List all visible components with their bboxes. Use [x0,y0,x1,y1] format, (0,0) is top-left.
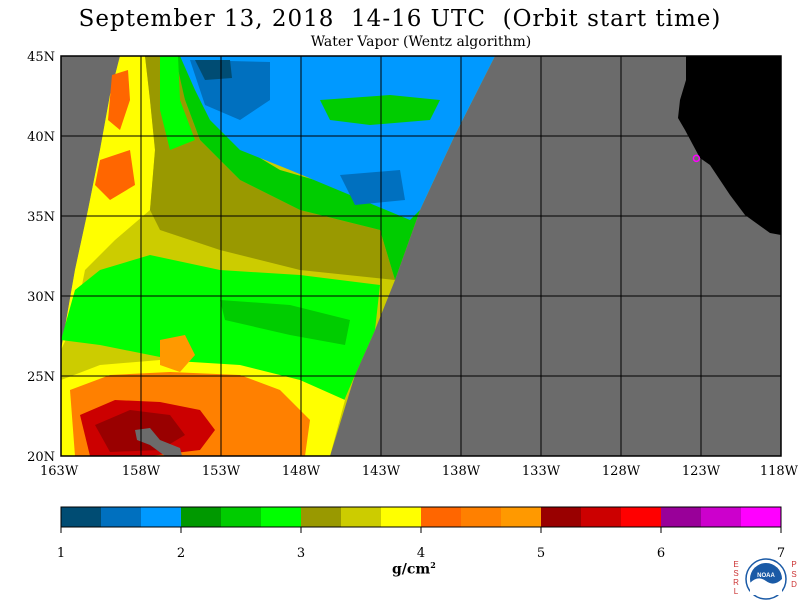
bright-green-band-north [160,56,195,150]
olive-band [145,56,395,280]
esrl-letter: R [733,578,739,587]
colorbar-tick-label: 5 [537,546,545,561]
colorbar-swatch [661,507,702,527]
lat-tick-label: 20N [27,450,55,465]
colorbar-swatch [341,507,382,527]
colorbar-swatch [101,507,142,527]
map-title: September 13, 2018 14-16 UTC (Orbit star… [78,6,722,32]
colorbar-tick-label: 2 [177,546,185,561]
orange-patch-26n [160,335,195,372]
california-coast-land [678,56,781,235]
dark-green-streak [220,300,350,345]
lon-tick-label: 128W [602,464,641,479]
noaa-gull-icon [750,578,782,595]
lon-tick-label: 148W [282,464,321,479]
colorbar-swatch [421,507,462,527]
colorbar-swatch [741,507,782,527]
psd-letter: D [791,580,797,589]
lon-tick-label: 143W [362,464,401,479]
lat-tick-label: 45N [27,50,55,65]
station-ring [692,154,701,163]
lat-tick-label: 25N [27,370,55,385]
noaa-emblem-text: NOAA [757,573,775,579]
psd-letter: S [791,570,796,579]
green-wisp [320,95,440,125]
colorbar-swatch [621,507,662,527]
units-exponent: 2 [430,560,436,570]
colorbar-swatch [261,507,302,527]
lat-tick-label: 30N [27,290,55,305]
colorbar-swatch [141,507,182,527]
colorbar-swatch [301,507,342,527]
colorbar-tick-label: 4 [417,546,425,561]
lon-tick-label: 153W [202,464,241,479]
colorbar-swatch [581,507,622,527]
lon-tick-label: 123W [682,464,721,479]
lon-tick-label: 133W [522,464,561,479]
colorbar-tick-label: 6 [657,546,665,561]
lon-tick-label: 138W [442,464,481,479]
colorbar-swatch [501,507,542,527]
lon-tick-label: 118W [760,464,799,479]
colorbar-swatch [541,507,582,527]
colorbar-tick-label: 3 [297,546,305,561]
colorbar-ticks: 1 2 3 4 5 6 7 [57,527,785,561]
hawaii-islands-gap [135,428,182,456]
lat-tick-label: 35N [27,210,55,225]
colorbar-swatch [381,507,422,527]
psd-letters: PSD [791,560,797,589]
orange-patch-35n [95,150,135,200]
yellow-band-west [61,56,155,350]
colorbar-tick-label: 1 [57,546,65,561]
green-band [175,56,420,280]
lat-lon-grid [61,56,781,456]
colorbar-tick-label: 7 [777,546,785,561]
colorbar [60,506,782,528]
orange-patch-northwest [108,70,130,130]
esrl-letter: E [733,560,738,569]
lon-tick-label: 163W [40,464,79,479]
colorbar-swatch [461,507,502,527]
colorbar-swatch [181,507,222,527]
station-marker: CZD [692,144,729,163]
psd-letter: P [791,560,796,569]
colorbar-swatch [701,507,742,527]
longitude-labels: 163W 158W 153W 148W 143W 138W 133W 128W 123W 118W [40,464,799,479]
colorbar-swatch [221,507,262,527]
dark-blue-patch [195,60,232,80]
units-base: g/cm [392,561,431,578]
map-frame [60,55,782,457]
esrl-letter: L [734,587,739,596]
map-plot-area [61,56,781,456]
mid-blue-patch-east [340,170,405,205]
lat-tick-label: 40N [27,130,55,145]
colorbar-swatch [61,507,102,527]
esrl-letter: S [733,569,738,578]
station-label: CZD [699,144,728,159]
map-subtitle: Water Vapor (Wentz algorithm) [310,34,532,50]
latitude-labels: 20N 25N 30N 35N 40N 45N [27,50,55,465]
colorbar-units: g/cm2 [392,560,436,578]
lon-tick-label: 158W [122,464,161,479]
